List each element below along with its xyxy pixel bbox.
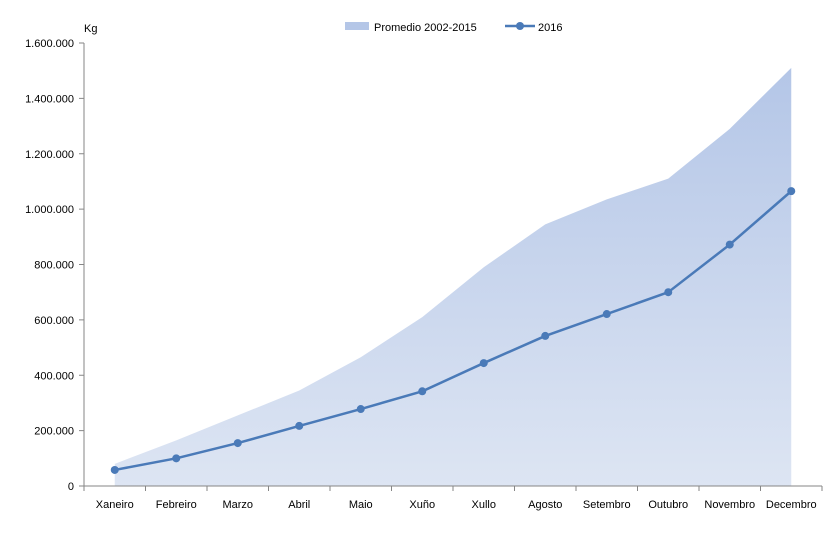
data-point-2016	[418, 387, 427, 396]
y-tick-label: 800.000	[34, 260, 74, 272]
series-area-promedio	[114, 67, 792, 486]
data-point-2016	[541, 331, 550, 340]
area-layer	[114, 67, 792, 486]
data-point-2016	[479, 359, 488, 368]
x-tick-label: Xullo	[472, 499, 496, 511]
x-tick-label: Abril	[288, 499, 310, 511]
y-tick-label: 0	[68, 481, 74, 493]
y-unit-label: Kg	[84, 23, 97, 35]
data-point-2016	[664, 288, 673, 297]
data-point-2016	[295, 421, 304, 430]
axes: 0 200.000 400.000 600.000 800.000 1.000.000 1.…	[25, 38, 823, 511]
legend-swatch-marker	[516, 22, 524, 30]
legend: Promedio 2002-2015 2016	[345, 22, 562, 34]
data-point-2016	[172, 454, 181, 463]
y-tick-label: 1.600.000	[25, 38, 74, 50]
x-tick-label: Xaneiro	[96, 499, 134, 511]
line-layer	[110, 187, 796, 474]
x-tick-label: Novembro	[704, 499, 755, 511]
x-tick-label: Febreiro	[156, 499, 197, 511]
x-tick-label: Maio	[349, 499, 373, 511]
y-tick-label: 400.000	[34, 370, 74, 382]
data-point-2016	[602, 310, 611, 319]
x-tick-label: Decembro	[766, 499, 817, 511]
legend-swatch-area	[345, 22, 369, 30]
series-line-2016	[114, 190, 793, 472]
x-tick-label: Setembro	[583, 499, 631, 511]
data-point-2016	[356, 405, 365, 414]
data-point-2016	[233, 439, 242, 448]
data-point-2016	[725, 240, 734, 249]
x-tick-label: Agosto	[528, 499, 562, 511]
y-tick-label: 1.400.000	[25, 93, 74, 105]
x-tick-label: Outubro	[648, 499, 688, 511]
y-tick-label: 600.000	[34, 315, 74, 327]
data-point-2016	[110, 465, 119, 474]
legend-label-line: 2016	[538, 22, 562, 34]
data-point-2016	[787, 187, 796, 196]
y-tick-label: 1.000.000	[25, 204, 74, 216]
x-tick-label: Marzo	[222, 499, 253, 511]
y-tick-label: 200.000	[34, 426, 74, 438]
y-tick-label: 1.200.000	[25, 149, 74, 161]
legend-label-area: Promedio 2002-2015	[374, 22, 477, 34]
x-tick-label: Xuño	[409, 499, 435, 511]
